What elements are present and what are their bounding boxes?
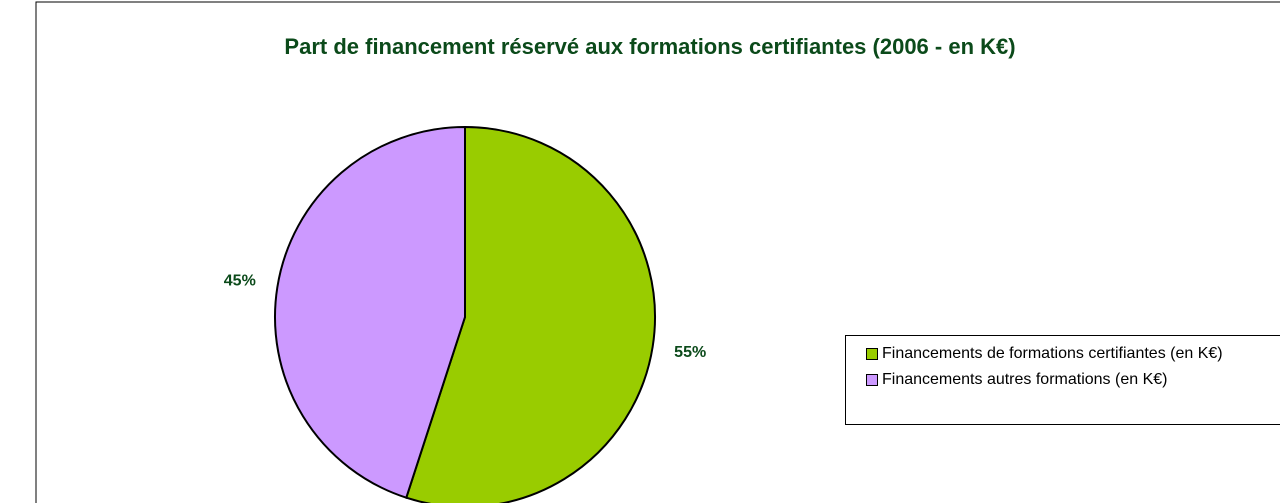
data-label: 45% (224, 273, 256, 290)
chart-frame (35, 1, 1280, 503)
legend-swatch (866, 374, 878, 386)
legend-entry: Financements autres formations (en K€) (866, 370, 1274, 389)
legend-entry: Financements de formations certifiantes … (866, 344, 1274, 363)
data-label: 55% (674, 344, 706, 361)
legend-swatch (866, 348, 878, 360)
legend-label: Financements autres formations (en K€) (882, 371, 1168, 388)
chart-title: Part de financement réservé aux formatio… (284, 34, 1015, 59)
pie-slice (405, 125, 656, 503)
legend-label: Financements de formations certifiantes … (882, 345, 1223, 362)
legend: Financements de formations certifiantes … (845, 335, 1280, 425)
pie-slice (274, 125, 466, 499)
